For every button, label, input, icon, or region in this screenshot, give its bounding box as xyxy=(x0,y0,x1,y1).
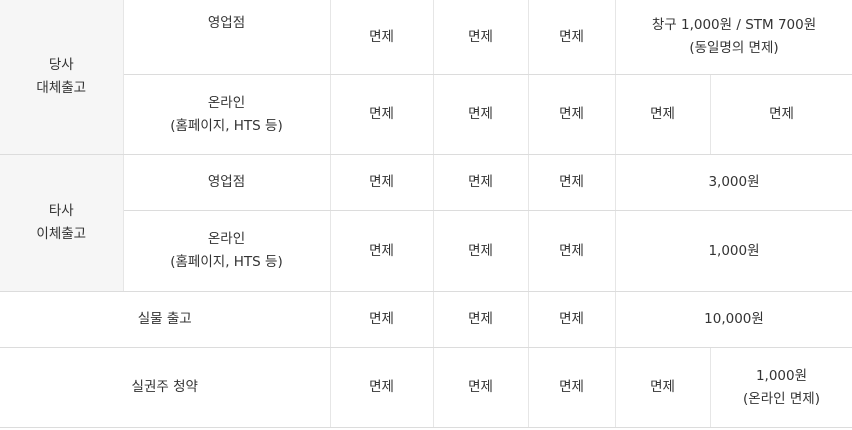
value-cell: 면제 xyxy=(330,74,434,155)
group-other-line1: 타사 xyxy=(48,203,74,219)
value-cell: 면제 xyxy=(433,74,529,155)
value-cell: 면제 xyxy=(528,154,616,211)
value-cell: 면제 xyxy=(330,347,434,428)
other-online-label-line1: 온라인 xyxy=(207,231,246,247)
value-cell: 면제 xyxy=(330,210,434,292)
group-own-line2: 대체출고 xyxy=(36,80,87,96)
label-cell: 영업점 xyxy=(123,0,331,75)
own-branch-label: 영업점 xyxy=(207,14,246,31)
own-branch-c2: 면제 xyxy=(468,28,493,45)
subscription-fee-line2: (온라인 면제) xyxy=(743,390,820,407)
physical-fee: 10,000원 xyxy=(704,311,764,327)
value-cell: 면제 xyxy=(433,210,529,292)
value-cell: 면제 xyxy=(528,0,616,75)
subscription-c3: 면제 xyxy=(559,379,584,395)
value-cell: 면제 xyxy=(615,74,711,155)
own-online-c2: 면제 xyxy=(468,106,493,122)
label-cell-wide: 실물 출고 xyxy=(0,291,331,348)
own-online-c4: 면제 xyxy=(650,106,675,122)
own-branch-c3: 면제 xyxy=(559,28,584,45)
value-cell: 면제 xyxy=(710,74,852,155)
value-cell: 면제 xyxy=(433,0,529,75)
value-cell: 면제 xyxy=(433,291,529,348)
value-cell: 면제 xyxy=(528,291,616,348)
subscription-c2: 면제 xyxy=(468,379,493,395)
group-cell-own: 당사 대체출고 xyxy=(0,0,124,155)
physical-c2: 면제 xyxy=(468,311,493,327)
group-cell-other: 타사 이체출고 xyxy=(0,154,124,292)
group-own-line1: 당사 xyxy=(48,57,74,73)
own-branch-fee-line1: 창구 1,000원 / STM 700원 xyxy=(651,17,817,33)
other-branch-label: 영업점 xyxy=(207,174,246,190)
label-cell: 온라인 (홈페이지, HTS 등) xyxy=(123,210,331,292)
value-cell: 면제 xyxy=(330,291,434,348)
value-cell: 면제 xyxy=(330,0,434,75)
fee-cell: 1,000원 xyxy=(615,210,852,292)
table-row: 온라인 (홈페이지, HTS 등) 면제 면제 면제 면제 면제 xyxy=(0,74,852,155)
value-cell: 면제 xyxy=(528,74,616,155)
other-online-c1: 면제 xyxy=(369,242,394,259)
own-online-c5: 면제 xyxy=(769,106,794,122)
own-online-label-line2: (홈페이지, HTS 등) xyxy=(170,117,283,134)
label-cell: 영업점 xyxy=(123,154,331,211)
own-online-label-line1: 온라인 xyxy=(207,94,246,111)
other-branch-fee: 3,000원 xyxy=(708,174,760,190)
other-branch-c3: 면제 xyxy=(559,174,584,190)
fee-cell: 10,000원 xyxy=(615,291,852,348)
value-cell: 면제 xyxy=(528,347,616,428)
group-other-line2: 이체출고 xyxy=(36,226,87,242)
physical-label: 실물 출고 xyxy=(137,311,192,327)
table-row: 당사 대체출고 영업점 면제 면제 면제 창구 1,000원 / STM 700… xyxy=(0,0,852,155)
own-branch-fee-line2: (동일명의 면제) xyxy=(689,40,779,56)
fee-cell: 3,000원 xyxy=(615,154,852,211)
other-online-c3: 면제 xyxy=(559,242,584,259)
subscription-label: 실권주 청약 xyxy=(131,379,198,395)
value-cell: 면제 xyxy=(433,347,529,428)
table-row: 온라인 (홈페이지, HTS 등) 면제 면제 면제 1,000원 xyxy=(0,210,852,292)
label-cell-wide: 실권주 청약 xyxy=(0,347,331,428)
subscription-c4: 면제 xyxy=(650,379,675,395)
other-online-fee: 1,000원 xyxy=(708,242,760,259)
table-row: 타사 이체출고 영업점 면제 면제 면제 3,000원 xyxy=(0,154,852,292)
value-cell: 면제 xyxy=(433,154,529,211)
value-cell: 면제 xyxy=(615,347,711,428)
subscription-c1: 면제 xyxy=(369,379,394,395)
own-branch-c1: 면제 xyxy=(369,28,394,45)
subscription-fee-line1: 1,000원 xyxy=(755,367,808,384)
fee-cell: 창구 1,000원 / STM 700원 (동일명의 면제) xyxy=(615,0,852,75)
physical-c1: 면제 xyxy=(369,311,394,327)
fee-cell: 1,000원 (온라인 면제) xyxy=(710,347,852,428)
table-row: 실권주 청약 면제 면제 면제 면제 1,000원 (온라인 면제) xyxy=(0,347,852,428)
physical-c3: 면제 xyxy=(559,311,584,327)
table-row: 실물 출고 면제 면제 면제 10,000원 xyxy=(0,291,852,348)
label-cell: 온라인 (홈페이지, HTS 등) xyxy=(123,74,331,155)
other-branch-c2: 면제 xyxy=(468,174,493,190)
own-online-c1: 면제 xyxy=(369,106,394,122)
value-cell: 면제 xyxy=(528,210,616,292)
other-online-label-line2: (홈페이지, HTS 등) xyxy=(170,254,283,270)
value-cell: 면제 xyxy=(330,154,434,211)
own-online-c3: 면제 xyxy=(559,106,584,122)
other-branch-c1: 면제 xyxy=(369,174,394,190)
other-online-c2: 면제 xyxy=(468,242,493,259)
